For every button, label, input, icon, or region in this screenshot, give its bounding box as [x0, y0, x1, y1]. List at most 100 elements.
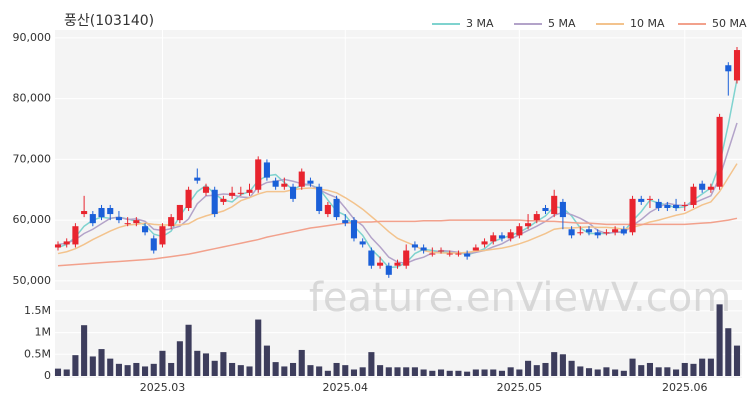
volume-bar — [585, 368, 593, 376]
volume-bar — [281, 366, 288, 376]
candle-body — [533, 214, 540, 221]
legend-label: 50 MA — [712, 17, 747, 30]
candle-body — [142, 226, 149, 233]
y-tick-label: 80,000 — [13, 92, 52, 105]
candle-body — [594, 232, 601, 236]
volume-bar — [63, 369, 70, 376]
candle-body — [124, 223, 131, 225]
volume-bar — [559, 354, 566, 376]
candle-body — [307, 180, 314, 184]
volume-bar — [699, 358, 706, 376]
volume-bar — [446, 370, 453, 376]
volume-bar — [612, 369, 619, 376]
candle-body — [272, 180, 279, 187]
volume-bar — [377, 365, 384, 376]
candle-body — [350, 220, 358, 239]
volume-bar — [707, 358, 714, 376]
candle-body — [298, 171, 305, 187]
candle-body — [377, 262, 384, 266]
volume-bar — [551, 352, 558, 376]
volume-bar — [142, 366, 149, 376]
volume-bar — [229, 362, 236, 376]
volume-bar — [98, 349, 105, 376]
volume-bar — [542, 362, 549, 376]
volume-bar — [237, 365, 244, 376]
volume-bar — [403, 367, 410, 376]
candle-body — [63, 241, 70, 245]
volume-bar — [359, 367, 366, 376]
volume-bar — [690, 363, 697, 376]
candle-body — [664, 204, 671, 208]
candle-body — [716, 116, 723, 187]
volume-bar — [316, 366, 323, 376]
volume-bar — [655, 367, 662, 376]
candle-body — [681, 204, 688, 206]
volume-bar — [394, 367, 401, 376]
volume-bar — [333, 362, 340, 376]
candle-body — [620, 229, 627, 234]
volume-bar — [307, 365, 314, 376]
volume-bar — [72, 355, 79, 376]
candle-body — [246, 189, 253, 193]
candle-body — [316, 186, 323, 212]
legend-label: 3 MA — [466, 17, 494, 30]
volume-bar — [350, 369, 358, 376]
candle-body — [525, 223, 532, 227]
watermark: feature.enViewV.com — [309, 275, 731, 321]
y-tick-label: 70,000 — [13, 152, 52, 165]
candle-body — [176, 204, 183, 221]
candle-body — [324, 204, 331, 215]
volume-bar — [298, 349, 305, 376]
x-tick-label: 2025.04 — [323, 381, 369, 394]
volume-bar — [211, 360, 218, 376]
volume-bar — [81, 325, 88, 376]
volume-bar — [115, 363, 122, 376]
candle-body — [542, 207, 549, 212]
x-tick-label: 2025.06 — [662, 381, 708, 394]
volume-bar — [437, 369, 445, 376]
candle-body — [359, 241, 366, 245]
candle-body — [333, 198, 340, 218]
candle-body — [699, 183, 706, 190]
candle-body — [490, 235, 497, 242]
price-panel — [55, 30, 742, 290]
volume-bar — [464, 371, 471, 376]
candle-body — [255, 159, 262, 190]
candle-body — [690, 186, 697, 205]
candle-body — [394, 262, 401, 266]
candle-body — [481, 241, 488, 245]
candle-body — [629, 198, 636, 233]
volume-bar — [507, 367, 514, 376]
volume-bar — [185, 324, 192, 376]
candle-body — [437, 250, 445, 252]
candle-body — [150, 238, 157, 251]
candle-body — [159, 226, 166, 245]
candle-body — [185, 189, 192, 208]
volume-bar — [568, 360, 575, 376]
volume-bar — [411, 367, 418, 376]
candle-body — [220, 198, 227, 202]
candle-body — [281, 183, 288, 187]
chart-title: 풍산(103140) — [64, 13, 154, 29]
volume-bar — [664, 367, 671, 376]
candle-body — [646, 198, 653, 200]
volume-bar — [603, 367, 610, 376]
candle-body — [568, 229, 575, 236]
y-tick-label: 60,000 — [13, 213, 52, 226]
volume-bar — [420, 369, 427, 376]
volume-bar — [168, 362, 175, 376]
volume-bar — [533, 365, 540, 376]
y-tick-label: 50,000 — [13, 274, 52, 287]
volume-bar — [220, 352, 227, 376]
candle-body — [89, 214, 96, 224]
x-tick-label: 2025.05 — [497, 381, 543, 394]
volume-bar — [490, 369, 497, 376]
legend-label: 10 MA — [630, 17, 665, 30]
volume-bar — [716, 304, 723, 376]
volume-tick-label: 0 — [44, 369, 51, 382]
candle-body — [420, 247, 427, 251]
candle-body — [211, 189, 218, 215]
candle-body — [411, 244, 418, 248]
volume-bar — [324, 370, 331, 376]
candle-body — [202, 186, 210, 193]
